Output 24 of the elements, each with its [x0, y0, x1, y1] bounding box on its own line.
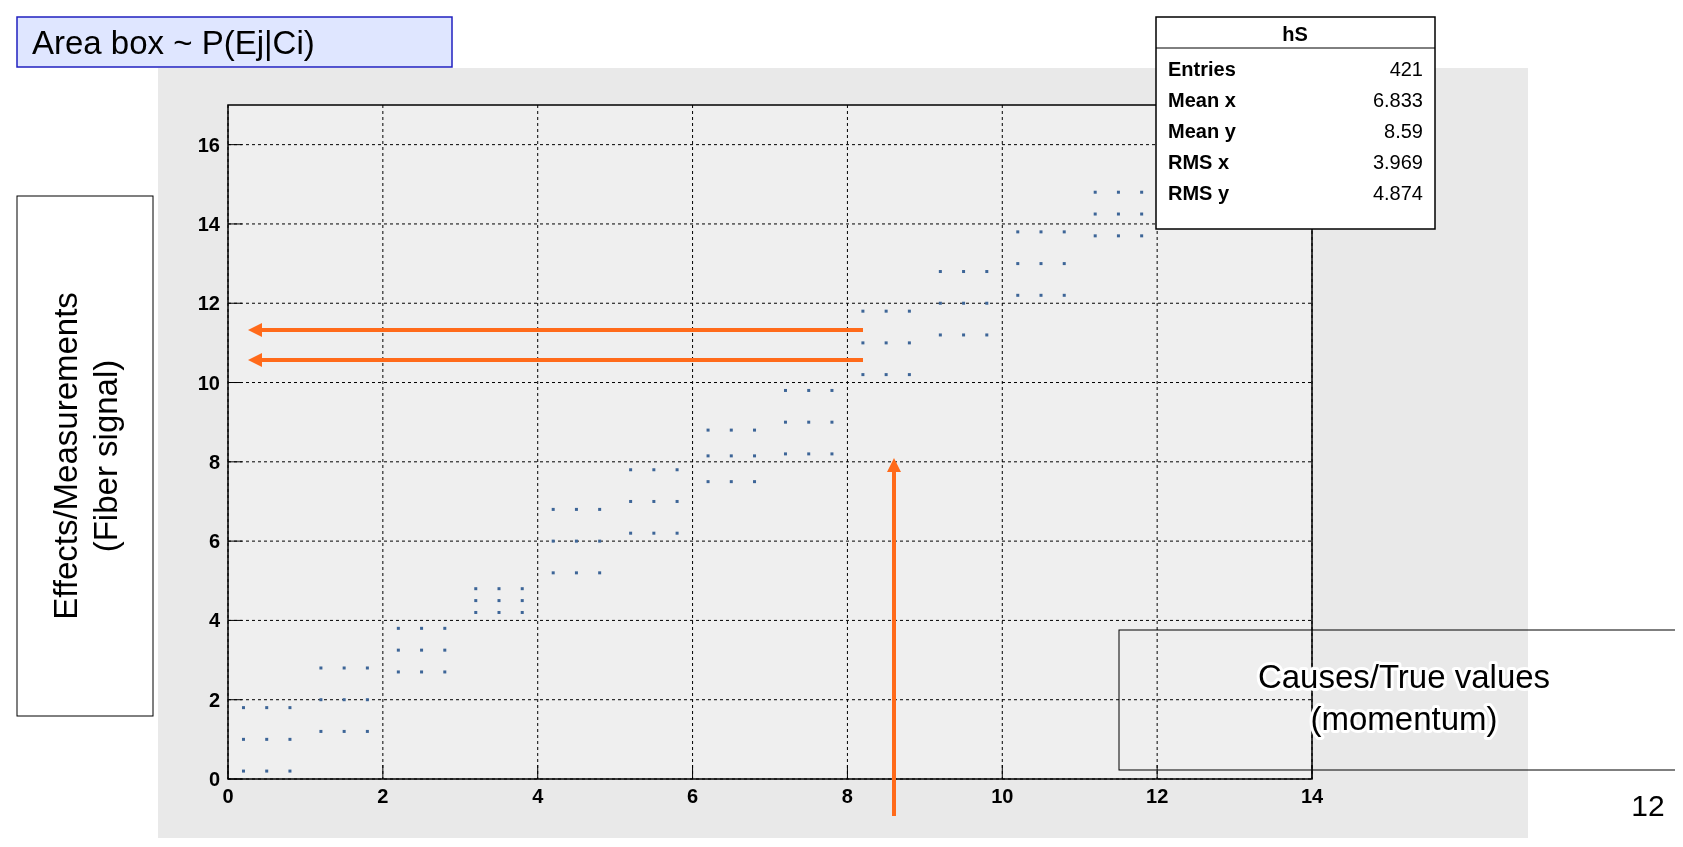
- y-tick-label: 12: [197, 292, 220, 315]
- y-tick-label: 0: [208, 768, 220, 790]
- y-tick-label: 8: [208, 450, 220, 473]
- y-tick-label: 4: [208, 609, 221, 632]
- x-tick-label: 4: [532, 785, 545, 807]
- y-tick-label: 6: [208, 530, 220, 553]
- y-axis-title: Effects/Measurements (Fiber signal): [47, 292, 124, 620]
- x-tick-label: 14: [1300, 785, 1324, 807]
- x-tick-label: 12: [1146, 785, 1169, 807]
- text: Mean x 6.833: [1168, 89, 1423, 111]
- x-tick-label: 8: [841, 785, 853, 807]
- text: Mean y 8.59: [1168, 120, 1423, 142]
- y-tick-label: 2: [208, 688, 220, 711]
- y-tick-label: 10: [197, 371, 220, 394]
- x-tick-label: 10: [991, 785, 1014, 807]
- text: Area box ~ P(Ej|Ci): [32, 24, 315, 61]
- x-tick-label: 6: [687, 785, 699, 807]
- x-tick-label: 2: [377, 785, 389, 807]
- text: hS: [1282, 23, 1308, 45]
- text: RMS x 3.969: [1168, 151, 1423, 173]
- text: RMS y 4.874: [1168, 182, 1423, 204]
- y-tick-label: 14: [197, 212, 221, 235]
- y-tick-label: 16: [197, 133, 220, 156]
- text: Entries 421: [1168, 58, 1423, 80]
